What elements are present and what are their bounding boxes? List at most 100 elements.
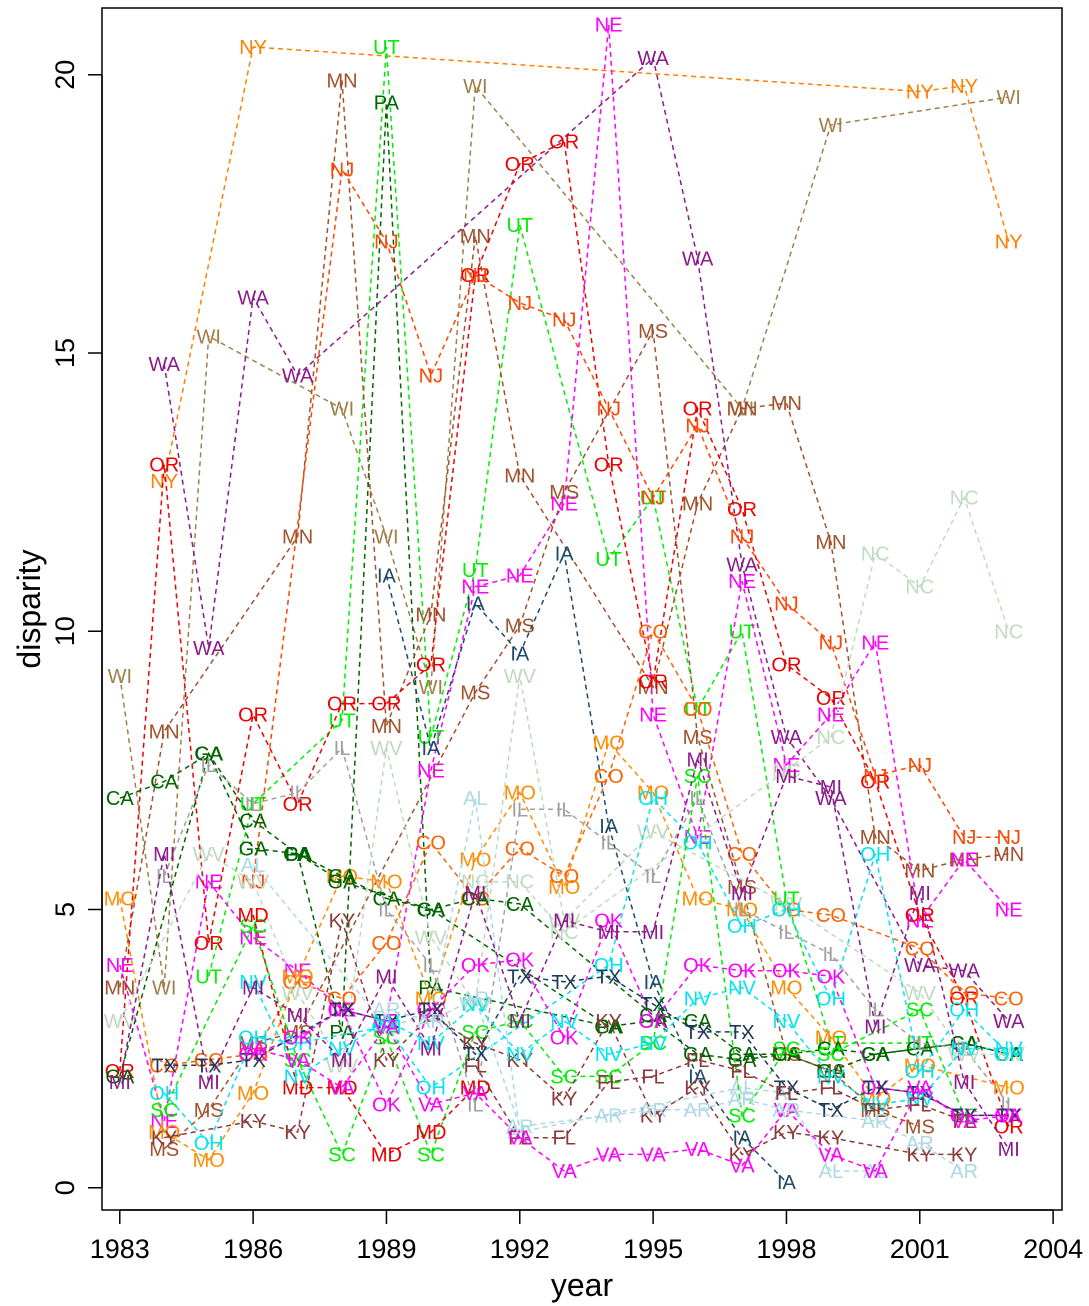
series-wa: WA WA WA WA WA WA WA WA WA WA WA WA [148, 48, 1025, 1033]
data-point-label: VA [329, 1078, 355, 1100]
data-point-label: MN [682, 493, 713, 515]
data-point-label: VA [818, 1144, 844, 1166]
data-point-label: IL [378, 900, 395, 922]
data-point-label: SC [328, 1144, 356, 1166]
data-point-label: VA [952, 1111, 978, 1133]
data-point-label: KY [595, 1011, 622, 1033]
data-point-label: TX [818, 1100, 844, 1122]
data-point-label: WA [282, 365, 314, 387]
data-point-label: IL [511, 799, 528, 821]
data-point-label: MI [909, 883, 931, 905]
data-point-label: VA [996, 1105, 1022, 1127]
series-line [164, 331, 920, 1149]
data-point-label: UT [595, 549, 622, 571]
data-point-label: MI [153, 844, 175, 866]
data-point-label: NV [506, 1044, 534, 1066]
data-point-label: NE [950, 849, 978, 871]
data-point-label: CO [816, 905, 846, 927]
data-point-label: WI [330, 399, 354, 421]
data-point-label: KY [773, 1122, 800, 1144]
data-point-label: VA [596, 1144, 622, 1166]
data-point-label: WA [993, 1011, 1025, 1033]
y-tick-label: 0 [50, 1180, 80, 1195]
data-point-label: OH [816, 989, 846, 1011]
data-point-label: NJ [641, 488, 665, 510]
data-point-label: IL [245, 794, 262, 816]
data-point-label: AR [950, 1161, 978, 1183]
data-point-label: MD [371, 1144, 402, 1166]
y-tick-label: 15 [50, 338, 80, 368]
data-point-label: NJ [419, 365, 443, 387]
data-point-label: WA [682, 248, 714, 270]
data-point-label: NE [639, 705, 667, 727]
data-point-label: MO [237, 1083, 269, 1105]
data-point-label: AR [595, 1105, 623, 1127]
data-point-label: OK [283, 1028, 313, 1050]
data-point-label: MO [681, 888, 713, 910]
data-point-label: OH [727, 916, 757, 938]
data-point-label: MI [686, 749, 708, 771]
data-point-label: MI [598, 922, 620, 944]
data-point-label: NJ [952, 827, 976, 849]
data-point-label: MN [904, 861, 935, 883]
data-point-label: CO [594, 766, 624, 788]
data-point-label: OR [505, 154, 535, 176]
data-point-label: WI [196, 326, 220, 348]
data-point-label: SC [906, 1000, 934, 1022]
series-line [253, 982, 1009, 1105]
data-point-label: IA [510, 644, 530, 666]
data-point-label: OR [905, 905, 935, 927]
data-point-label: WV [370, 738, 403, 760]
data-point-label: VA [907, 1078, 933, 1100]
y-axis: 05101520 [50, 60, 102, 1196]
data-point-label: CO [371, 933, 401, 955]
data-point-label: NC [950, 488, 979, 510]
series-oh: OHOHOH OHOHOHOHOHOHOHOHOHOHOHOHOH [149, 788, 1024, 1155]
data-point-label: WV [415, 927, 448, 949]
data-point-label: NJ [596, 399, 620, 421]
data-point-label: WA [237, 287, 269, 309]
data-point-label: WI [108, 666, 132, 688]
data-point-label: NY [906, 82, 934, 104]
data-point-label: UT [373, 37, 400, 59]
data-point-label: CA [506, 894, 534, 916]
data-point-label: NE [995, 900, 1023, 922]
data-point-label: IA [377, 566, 397, 588]
data-point-label: NE [595, 15, 623, 37]
data-point-label: MI [642, 922, 664, 944]
data-point-label: AR [506, 1117, 534, 1139]
data-point-label: IA [777, 1172, 797, 1194]
data-point-label: IA [555, 543, 575, 565]
data-point-label: OK [816, 966, 846, 988]
data-point-label: MI [286, 1005, 308, 1027]
data-point-label: VA [729, 1156, 755, 1178]
data-point-label: IA [421, 738, 441, 760]
data-point-label: FL [464, 1055, 487, 1077]
data-point-label: MI [198, 1072, 220, 1094]
data-point-label: MI [331, 1050, 353, 1072]
data-point-label: IL [334, 738, 351, 760]
data-point-label: NE [861, 632, 889, 654]
data-point-label: VA [685, 1139, 711, 1161]
data-point-label: NE [106, 955, 134, 977]
data-point-label: TX [329, 1000, 355, 1022]
data-point-label: VA [240, 1039, 266, 1061]
data-point-label: VA [863, 1161, 889, 1183]
data-point-label: PA [374, 93, 400, 115]
data-point-label: SC [550, 1066, 578, 1088]
data-point-label: NJ [908, 755, 932, 777]
data-point-label: NY [239, 37, 267, 59]
data-point-label: WA [726, 555, 758, 577]
data-point-label: FL [553, 1128, 576, 1150]
data-point-label: VA [552, 1161, 578, 1183]
data-point-label: CO [505, 838, 535, 860]
data-point-label: AR [728, 1089, 756, 1111]
data-point-label: TX [729, 1022, 755, 1044]
data-point-label: IL [200, 755, 217, 777]
data-point-label: MS [549, 482, 579, 504]
data-point-label: NV [684, 989, 712, 1011]
data-point-label: MN [415, 605, 446, 627]
data-point-label: NE [506, 566, 534, 588]
data-point-label: MI [731, 883, 753, 905]
x-tick-label: 1986 [223, 1234, 283, 1264]
